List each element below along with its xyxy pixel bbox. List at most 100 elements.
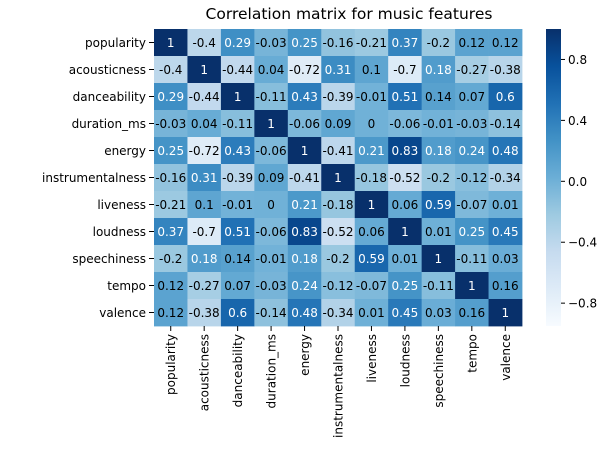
colorbar: 0.8 0.4 0.0 −0.4 −0.8: [546, 29, 597, 326]
cell-value-popularity-danceability: 0.29: [224, 36, 251, 50]
heatmap-cell-duration-ms-loudness: [388, 110, 423, 138]
cell-annotations: 1 -0.4 0.29 -0.03 0.25 -0.16 -0.21 0.37 -0.2 0.12…: [155, 36, 521, 320]
cell-value-duration-ms-duration-ms: 1: [267, 117, 275, 131]
cell-value-valence-liveness: 0.01: [358, 306, 385, 320]
cell-value-energy-loudness: 0.83: [392, 144, 419, 158]
cell-value-energy-speechiness: 0.18: [425, 144, 452, 158]
heatmap-cell-acousticness-popularity: [154, 56, 188, 84]
cell-value-instrumentalness-energy: -0.41: [289, 171, 320, 185]
cell-value-duration-ms-tempo: -0.03: [456, 117, 487, 131]
cell-value-duration-ms-popularity: -0.03: [155, 117, 186, 131]
heatmap-cell-danceability-energy: [287, 83, 322, 111]
heatmap-cell-duration-ms-instrumentalness: [321, 110, 356, 138]
heatmap-cell-liveness-duration-ms: [254, 191, 289, 219]
cell-value-popularity-liveness: -0.21: [356, 36, 387, 50]
cell-value-energy-liveness: 0.21: [358, 144, 385, 158]
cell-value-liveness-loudness: 0.06: [392, 198, 419, 212]
cell-value-acousticness-popularity: -0.4: [159, 63, 182, 77]
cell-value-instrumentalness-popularity: -0.16: [155, 171, 186, 185]
heatmap-cell-danceability-loudness: [388, 83, 423, 111]
heatmap-cell-popularity-acousticness: [187, 29, 222, 57]
cell-value-tempo-tempo: 1: [468, 279, 476, 293]
y-tick-label-acousticness: acousticness: [69, 63, 146, 77]
heatmap-cell-loudness-energy: [287, 218, 322, 246]
cell-value-tempo-energy: 0.24: [291, 279, 318, 293]
cell-value-instrumentalness-acousticness: 0.31: [191, 171, 218, 185]
heatmap-cell-energy-duration-ms: [254, 137, 289, 165]
heatmap-cell-energy-valence: [488, 137, 523, 165]
cell-value-liveness-popularity: -0.21: [155, 198, 186, 212]
heatmap-cell-popularity-loudness: [388, 29, 423, 57]
cell-value-danceability-danceability: 1: [234, 90, 242, 104]
cell-value-acousticness-duration-ms: 0.04: [258, 63, 285, 77]
cell-value-duration-ms-energy: -0.06: [289, 117, 320, 131]
heatmap-cell-speechiness-energy: [287, 245, 322, 273]
cell-value-valence-tempo: 0.16: [458, 306, 485, 320]
y-tick-label-tempo: tempo: [107, 279, 146, 293]
x-tick-label-instrumentalness: instrumentalness: [332, 334, 346, 438]
heatmap-cell-loudness-speechiness: [421, 218, 456, 246]
heatmap-cell-popularity-liveness: [354, 29, 389, 57]
heatmap-cell-tempo-danceability: [220, 272, 255, 300]
x-tick-label-duration-ms: duration_ms: [265, 334, 279, 408]
heatmap-cell-acousticness-acousticness: [187, 56, 222, 84]
heatmap-cell-instrumentalness-energy: [287, 164, 322, 192]
cell-value-loudness-loudness: 1: [401, 225, 409, 239]
heatmap-cell-duration-ms-danceability: [220, 110, 255, 138]
cell-value-acousticness-tempo: -0.27: [456, 63, 487, 77]
colorbar-tick-label: 0.8: [568, 53, 587, 67]
heatmap-cell-liveness-tempo: [455, 191, 489, 219]
y-tick-label-energy: energy: [104, 144, 146, 158]
heatmap-cell-liveness-loudness: [388, 191, 423, 219]
y-tick-label-valence: valence: [99, 306, 146, 320]
heatmap-cell-loudness-tempo: [455, 218, 489, 246]
cell-value-instrumentalness-duration-ms: 0.09: [258, 171, 285, 185]
cell-value-loudness-speechiness: 0.01: [425, 225, 452, 239]
heatmap-cell-energy-acousticness: [187, 137, 222, 165]
heatmap-cell-energy-liveness: [354, 137, 389, 165]
heatmap-cell-danceability-danceability: [220, 83, 255, 111]
heatmap-cell-acousticness-duration-ms: [254, 56, 289, 84]
heatmap-cell-liveness-valence: [488, 191, 523, 219]
cell-value-danceability-popularity: 0.29: [157, 90, 184, 104]
x-tick-label-loudness: loudness: [398, 334, 412, 387]
cell-value-acousticness-liveness: 0.1: [362, 63, 381, 77]
heatmap-cell-acousticness-speechiness: [421, 56, 456, 84]
cell-value-popularity-instrumentalness: -0.16: [322, 36, 353, 50]
cell-value-duration-ms-liveness: 0: [368, 117, 376, 131]
heatmap-cell-acousticness-liveness: [354, 56, 389, 84]
heatmap-cell-duration-ms-valence: [488, 110, 523, 138]
cell-value-danceability-valence: 0.6: [496, 90, 515, 104]
heatmap-cell-popularity-tempo: [455, 29, 489, 57]
cell-value-valence-popularity: 0.12: [157, 306, 184, 320]
heatmap-cell-speechiness-instrumentalness: [321, 245, 356, 273]
colorbar-tick-label: −0.4: [568, 236, 597, 250]
heatmap-cell-speechiness-valence: [488, 245, 523, 273]
x-tick-label-popularity: popularity: [164, 334, 178, 395]
heatmap-cell-acousticness-energy: [287, 56, 322, 84]
y-tick-label-danceability: danceability: [73, 90, 146, 104]
cell-value-instrumentalness-danceability: -0.39: [222, 171, 253, 185]
heatmap-cell-instrumentalness-popularity: [154, 164, 188, 192]
heatmap-cell-valence-energy: [287, 299, 322, 327]
heatmap-cell-loudness-liveness: [354, 218, 389, 246]
heatmap-cell-duration-ms-popularity: [154, 110, 188, 138]
cell-value-loudness-valence: 0.45: [492, 225, 519, 239]
heatmap-cell-valence-loudness: [388, 299, 423, 327]
colorbar-gradient: [546, 29, 561, 326]
cell-value-danceability-instrumentalness: -0.39: [322, 90, 353, 104]
cell-value-tempo-instrumentalness: -0.12: [322, 279, 353, 293]
cell-value-danceability-liveness: -0.01: [356, 90, 387, 104]
colorbar-tick-label: 0.4: [568, 114, 587, 128]
heatmap-cell-energy-loudness: [388, 137, 423, 165]
heatmap-cell-energy-speechiness: [421, 137, 456, 165]
y-tick-label-popularity: popularity: [85, 36, 146, 50]
heatmap-cell-danceability-duration-ms: [254, 83, 289, 111]
cell-value-speechiness-instrumentalness: -0.2: [326, 252, 349, 266]
cell-value-popularity-speechiness: -0.2: [427, 36, 450, 50]
heatmap-cell-loudness-valence: [488, 218, 523, 246]
heatmap-cell-duration-ms-tempo: [455, 110, 489, 138]
heatmap-cell-loudness-danceability: [220, 218, 255, 246]
cell-value-liveness-valence: 0.01: [492, 198, 519, 212]
cell-value-danceability-tempo: 0.07: [458, 90, 485, 104]
